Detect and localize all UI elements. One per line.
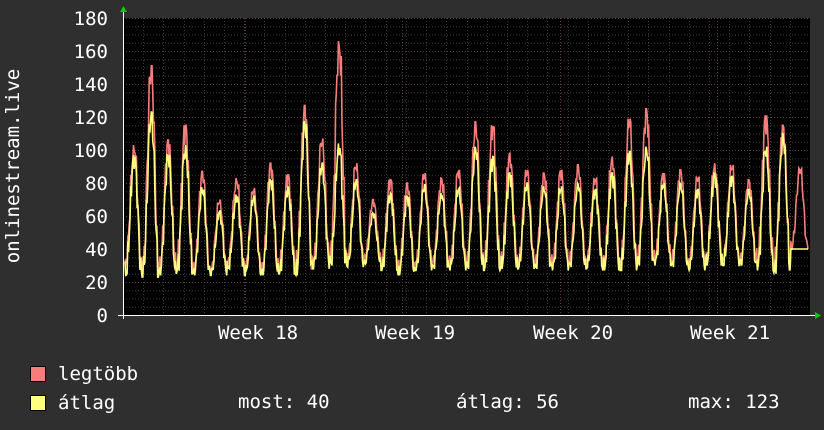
- y-tick-label: 40: [85, 239, 108, 261]
- x-tick-label: Week 20: [533, 322, 613, 344]
- y-tick-label: 100: [74, 140, 108, 162]
- x-axis-arrow: [815, 312, 821, 319]
- stat-max: max: 123: [688, 391, 780, 413]
- y-tick-label: 160: [74, 41, 108, 63]
- y-tick-label: 60: [85, 206, 108, 228]
- y-tick-label: 20: [85, 272, 108, 294]
- x-tick-label: Week 21: [690, 322, 770, 344]
- y-tick-label: 180: [74, 8, 108, 30]
- y-tick-label: 140: [74, 74, 108, 96]
- y-axis-arrow: [120, 6, 127, 12]
- axes: 0 20 40 60 80 100 120 140 160 180 Week 18 Week 19 We…: [74, 6, 821, 344]
- stat-current: most: 40: [238, 391, 330, 413]
- series-layer: [124, 40, 809, 278]
- y-tick-label: 80: [85, 173, 108, 195]
- x-tick-label: Week 18: [218, 322, 298, 344]
- legend-label-legtobb: legtöbb: [58, 363, 139, 385]
- stat-average: átlag: 56: [456, 391, 559, 413]
- series-line-1: [124, 110, 808, 278]
- y-tick-label: 120: [74, 107, 108, 129]
- legend-item-atlag: átlag: [30, 392, 115, 414]
- y-axis-label: onlinestream.live: [2, 69, 24, 263]
- legend-swatch-legtobb: [30, 366, 46, 382]
- legend-label-atlag: átlag: [58, 392, 116, 414]
- y-tick-label: 0: [97, 305, 108, 327]
- legend-swatch-atlag: [30, 395, 46, 411]
- legend-item-legtobb: legtöbb: [30, 363, 138, 385]
- x-tick-label: Week 19: [375, 322, 455, 344]
